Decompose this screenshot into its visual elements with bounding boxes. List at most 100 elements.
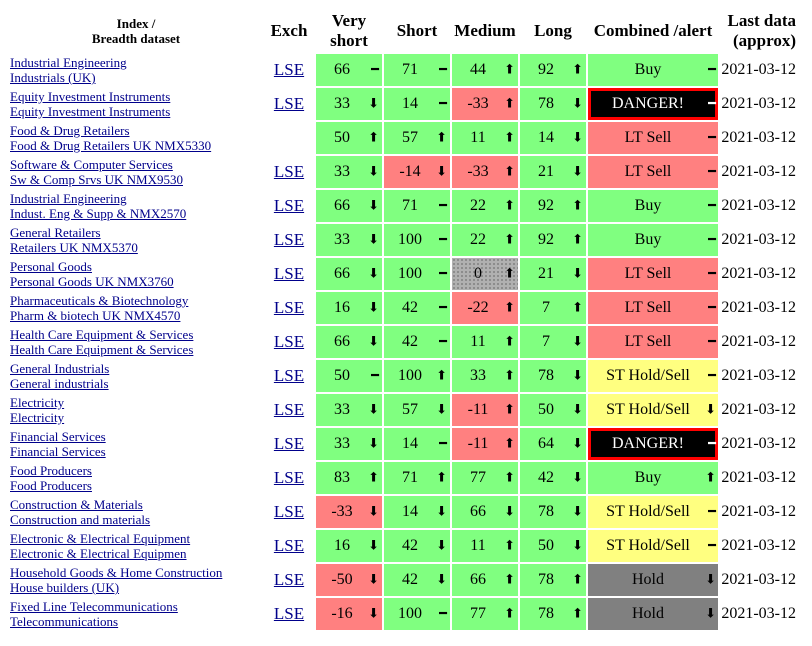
trend-up-icon: ⬆	[572, 198, 583, 214]
index-link[interactable]: Electricity	[10, 395, 65, 410]
dataset-link[interactable]: Pharm & biotech UK NMX4570	[10, 308, 181, 323]
index-link[interactable]: Food & Drug Retailers	[10, 123, 130, 138]
table-row: Industrial Engineering Indust. Eng & Supp…	[10, 190, 796, 222]
long-cell: 21 ⬇	[520, 258, 586, 290]
very-short-value: 83	[334, 469, 350, 486]
exch-link[interactable]: LSE	[273, 502, 305, 521]
exch-cell: LSE	[264, 564, 314, 596]
trend-down-icon: ⬇	[368, 538, 379, 554]
header-last-data: Last data (approx)	[727, 11, 796, 50]
exch-link[interactable]: LSE	[273, 604, 305, 623]
long-cell: 78 ⬇	[520, 360, 586, 392]
dataset-link[interactable]: Personal Goods UK NMX3760	[10, 274, 174, 289]
short-value: 42	[402, 571, 418, 588]
last-data-date: 2021-03-12	[721, 401, 796, 418]
exch-link[interactable]: LSE	[273, 94, 305, 113]
long-cell: 50 ⬇	[520, 394, 586, 426]
medium-cell: 66 ⬇	[452, 496, 518, 528]
long-value: 42	[538, 469, 554, 486]
exch-cell: LSE	[264, 530, 314, 562]
exch-link[interactable]: LSE	[273, 434, 305, 453]
exch-link[interactable]: LSE	[273, 162, 305, 181]
medium-cell: 0 ⬆	[452, 258, 518, 290]
table-row: Electricity Electricity LSE 33 ⬇ 57 ⬇ -11 ⬆ 50 ⬇ ST…	[10, 394, 796, 426]
exch-link[interactable]: LSE	[273, 196, 305, 215]
trend-up-icon: ⬆	[504, 436, 515, 452]
index-cell: Software & Computer Services Sw & Comp Sr…	[10, 156, 262, 188]
dataset-link[interactable]: Industrials (UK)	[10, 70, 96, 85]
table-row: Construction & Materials Construction and…	[10, 496, 796, 528]
exch-link[interactable]: LSE	[273, 60, 305, 79]
combined-alert-cell: LT Sell ━	[588, 122, 718, 154]
dataset-link[interactable]: Telecommunications	[10, 614, 119, 629]
trend-down-icon: ⬇	[705, 606, 716, 622]
exch-link[interactable]: LSE	[273, 366, 305, 385]
trend-flat-icon: ━	[439, 266, 447, 282]
long-cell: 7 ⬆	[520, 292, 586, 324]
index-link[interactable]: Food Producers	[10, 463, 92, 478]
trend-up-icon: ⬆	[504, 164, 515, 180]
last-data-date: 2021-03-12	[721, 129, 796, 146]
index-link[interactable]: Household Goods & Home Construction	[10, 565, 223, 580]
dataset-link[interactable]: Health Care Equipment & Services	[10, 342, 194, 357]
index-link[interactable]: Health Care Equipment & Services	[10, 327, 194, 342]
exch-link[interactable]: LSE	[273, 264, 305, 283]
table-row: Software & Computer Services Sw & Comp Sr…	[10, 156, 796, 188]
trend-down-icon: ⬇	[705, 572, 716, 588]
index-link[interactable]: Electronic & Electrical Equipment	[10, 531, 191, 546]
index-cell: Fixed Line Telecommunications Telecommuni…	[10, 598, 262, 630]
table-row: Health Care Equipment & Services Health C…	[10, 326, 796, 358]
dataset-link[interactable]: Sw & Comp Srvs UK NMX9530	[10, 172, 183, 187]
index-link[interactable]: Personal Goods	[10, 259, 92, 274]
dataset-link[interactable]: Food Producers	[10, 478, 92, 493]
dataset-link[interactable]: General industrials	[10, 376, 109, 391]
dataset-link[interactable]: Electronic & Electrical Equipmen	[10, 546, 187, 561]
dataset-link[interactable]: Electricity	[10, 410, 65, 425]
index-cell: Equity Investment Instruments Equity Inve…	[10, 88, 262, 120]
exch-link[interactable]: LSE	[273, 230, 305, 249]
index-link[interactable]: Industrial Engineering	[10, 191, 127, 206]
short-cell: 100 ━	[384, 598, 450, 630]
dataset-link[interactable]: Equity Investment Instruments	[10, 104, 171, 119]
dataset-link[interactable]: House builders (UK)	[10, 580, 120, 595]
dataset-link[interactable]: Construction and materials	[10, 512, 151, 527]
short-cell: 42 ⬇	[384, 564, 450, 596]
medium-cell: -22 ⬆	[452, 292, 518, 324]
index-link[interactable]: General Retailers	[10, 225, 101, 240]
index-link[interactable]: Construction & Materials	[10, 497, 143, 512]
exch-link[interactable]: LSE	[273, 468, 305, 487]
index-link[interactable]: Software & Computer Services	[10, 157, 173, 172]
long-cell: 42 ⬇	[520, 462, 586, 494]
exch-link[interactable]: LSE	[273, 298, 305, 317]
short-cell: 14 ━	[384, 88, 450, 120]
exch-link[interactable]: LSE	[273, 332, 305, 351]
breadth-table: Index / Breadth dataset Exch Very short Sh…	[8, 8, 798, 632]
dataset-link[interactable]: Food & Drug Retailers UK NMX5330	[10, 138, 212, 153]
index-link[interactable]: Fixed Line Telecommunications	[10, 599, 178, 614]
exch-link[interactable]: LSE	[273, 536, 305, 555]
dataset-link[interactable]: Retailers UK NMX5370	[10, 240, 138, 255]
long-cell: 7 ⬇	[520, 326, 586, 358]
exch-cell: LSE	[264, 54, 314, 86]
very-short-cell: 16 ⬇	[316, 292, 382, 324]
exch-link[interactable]: LSE	[273, 570, 305, 589]
medium-value: -33	[467, 95, 489, 112]
index-link[interactable]: Industrial Engineering	[10, 55, 127, 70]
header-very-short: Very short	[330, 11, 368, 50]
very-short-cell: 66 ⬇	[316, 326, 382, 358]
exch-link[interactable]: LSE	[273, 400, 305, 419]
dataset-link[interactable]: Indust. Eng & Supp & NMX2570	[10, 206, 187, 221]
dataset-link[interactable]: Financial Services	[10, 444, 106, 459]
index-link[interactable]: General Industrials	[10, 361, 110, 376]
header-row: Index / Breadth dataset Exch Very short Sh…	[10, 10, 796, 52]
medium-value: 22	[470, 197, 486, 214]
index-link[interactable]: Equity Investment Instruments	[10, 89, 171, 104]
index-link[interactable]: Financial Services	[10, 429, 106, 444]
very-short-value: -16	[331, 605, 353, 622]
combined-alert-value: LT Sell	[624, 265, 672, 282]
combined-alert-cell: Buy ⬆	[588, 462, 718, 494]
long-cell: 92 ⬆	[520, 54, 586, 86]
trend-up-icon: ⬆	[436, 368, 447, 384]
index-link[interactable]: Pharmaceuticals & Biotechnology	[10, 293, 189, 308]
medium-cell: -33 ⬆	[452, 156, 518, 188]
